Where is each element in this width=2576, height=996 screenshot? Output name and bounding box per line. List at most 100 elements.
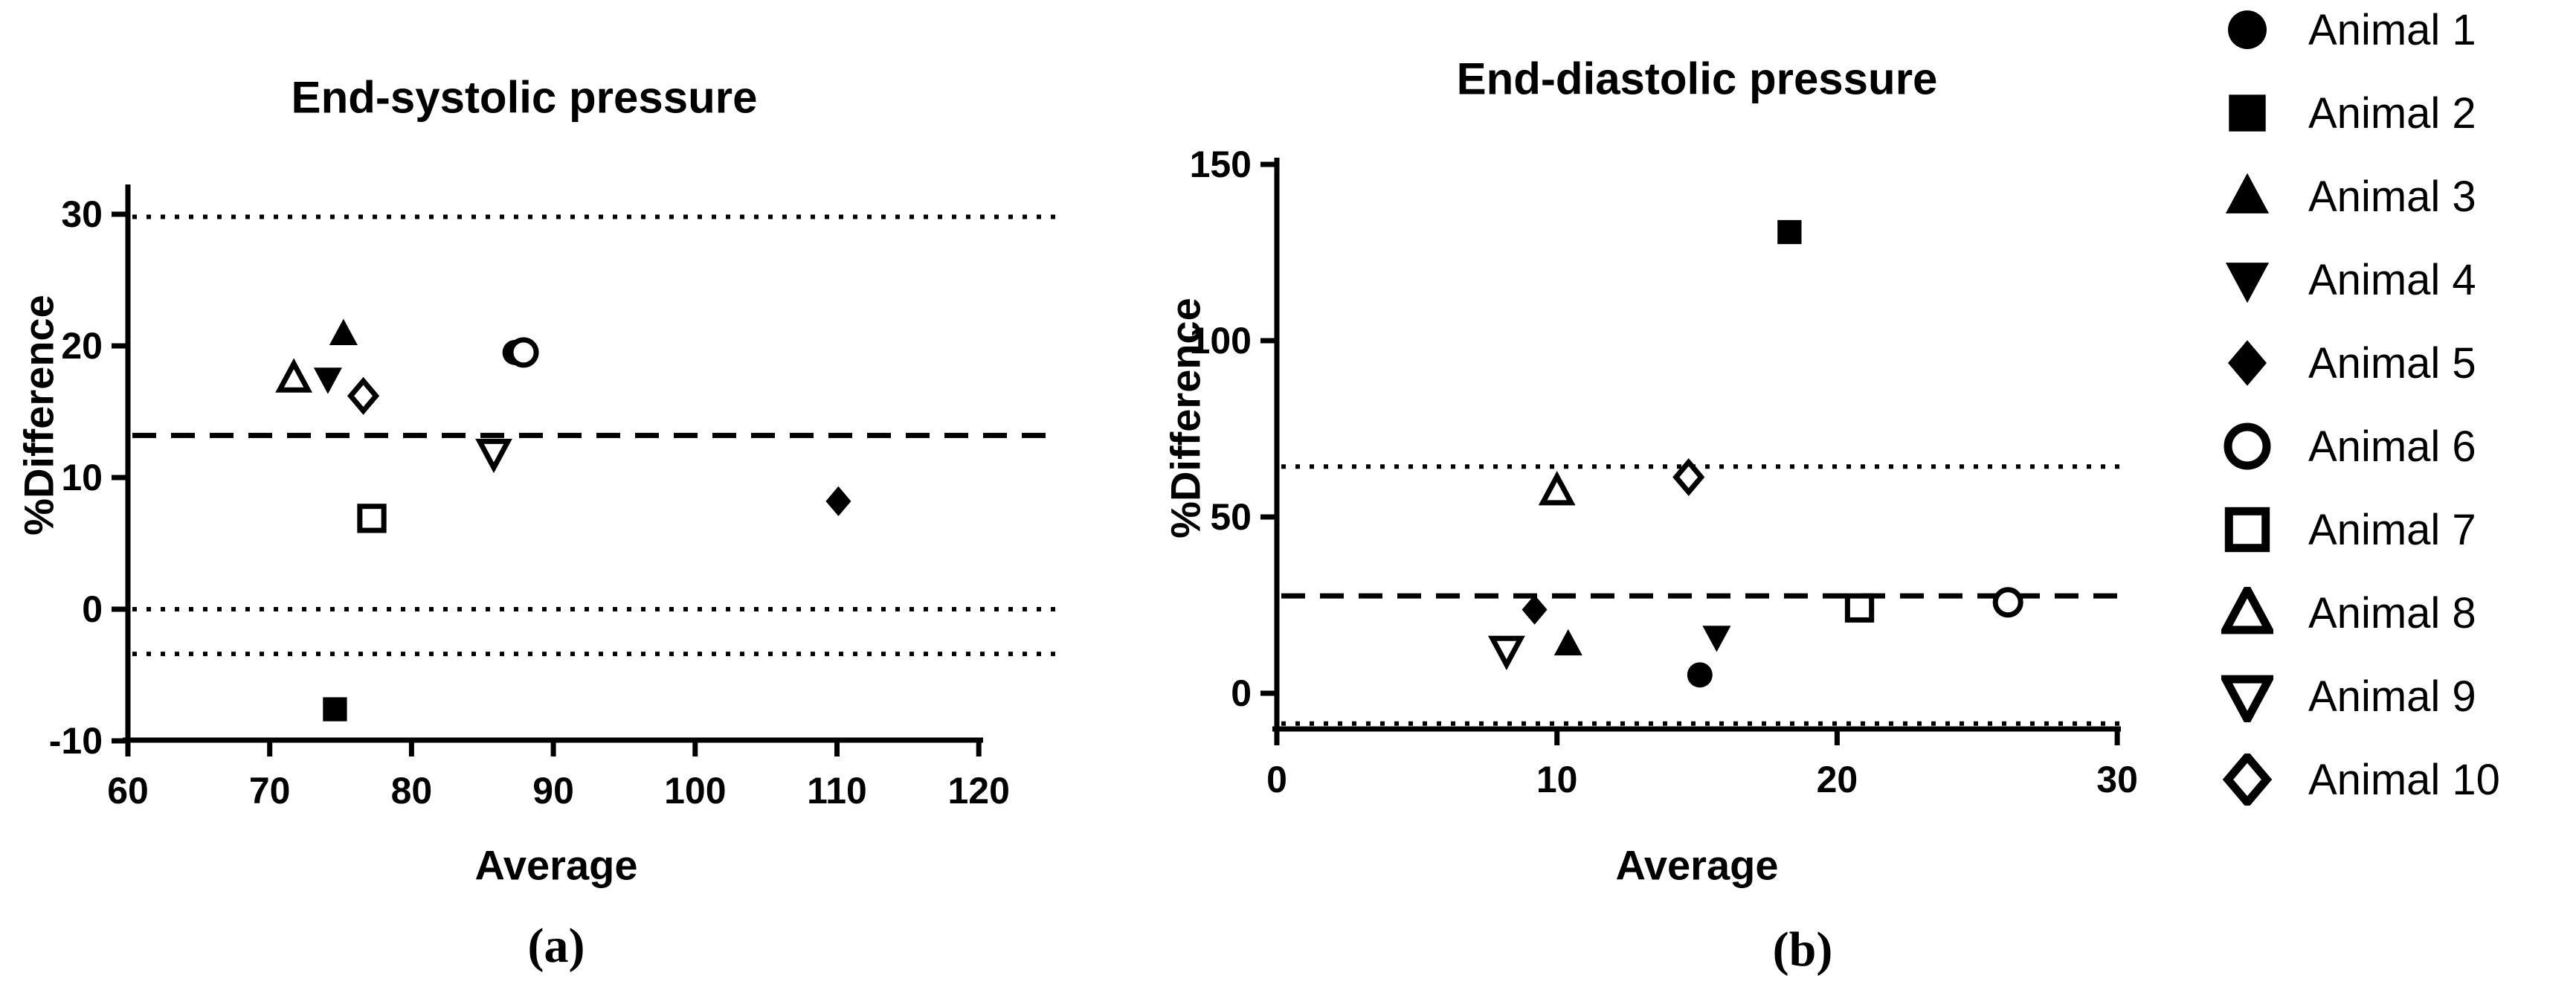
legend-marker-shape bbox=[2225, 263, 2270, 303]
legend-marker-glyph bbox=[2225, 263, 2270, 303]
data-point bbox=[1844, 593, 1875, 623]
legend-marker-shape bbox=[2221, 675, 2273, 722]
data-point bbox=[825, 486, 851, 516]
caption-b: (b) bbox=[1772, 922, 1833, 977]
legend-item: Animal 8 bbox=[2203, 571, 2575, 655]
triangle-filled-icon bbox=[2203, 170, 2292, 222]
legend-item: Animal 3 bbox=[2203, 155, 2575, 238]
legend-item: Animal 2 bbox=[2203, 71, 2575, 155]
legend-item: Animal 1 bbox=[2203, 0, 2575, 71]
data-point bbox=[1687, 662, 1713, 688]
data-point bbox=[313, 367, 342, 394]
data-point bbox=[323, 697, 347, 722]
data-point bbox=[1553, 629, 1582, 656]
data-point bbox=[1538, 471, 1576, 506]
y-tick-label: 10 bbox=[61, 457, 103, 498]
legend-marker-glyph bbox=[2228, 340, 2267, 386]
chart-a-title: End-systolic pressure bbox=[291, 72, 758, 123]
diamond-open-icon bbox=[2203, 754, 2292, 806]
legend-marker-glyph bbox=[2224, 423, 2271, 470]
y-tick-label: 100 bbox=[1190, 320, 1252, 362]
legend-marker-glyph bbox=[2225, 173, 2270, 213]
data-point bbox=[475, 438, 512, 474]
x-tick-label: 30 bbox=[2096, 759, 2138, 800]
chart-a-xlabel: Average bbox=[474, 841, 638, 889]
legend-marker-shape bbox=[2221, 587, 2273, 634]
chart-a-ylabel: %Difference bbox=[15, 295, 62, 536]
data-point bbox=[347, 376, 380, 415]
legend-marker-shape bbox=[2229, 94, 2266, 132]
legend: Animal 1 Animal 2 Animal 3 Animal 4 Animal 5… bbox=[2203, 0, 2575, 821]
circle-filled-icon bbox=[2203, 4, 2292, 56]
legend-item-label: Animal 7 bbox=[2308, 505, 2476, 554]
y-tick-label: 150 bbox=[1190, 144, 1252, 185]
x-tick-label: 10 bbox=[1536, 759, 1578, 800]
x-tick-label: 90 bbox=[532, 770, 574, 812]
plot-area-b: 150 100 50 0 0 10 20 30 bbox=[1190, 144, 2138, 800]
data-point bbox=[357, 504, 387, 533]
data-point bbox=[1702, 626, 1731, 652]
y-tick-label: 50 bbox=[1210, 496, 1252, 538]
legend-marker-glyph bbox=[2229, 94, 2266, 132]
data-point bbox=[275, 358, 313, 393]
legend-item-label: Animal 10 bbox=[2308, 755, 2500, 804]
legend-item: Animal 9 bbox=[2203, 655, 2575, 738]
legend-item-label: Animal 2 bbox=[2308, 89, 2476, 138]
square-open-icon bbox=[2203, 504, 2292, 556]
triangle-open-icon bbox=[2203, 587, 2292, 639]
x-tick-label: 80 bbox=[391, 770, 433, 812]
chart-b-title: End-diastolic pressure bbox=[1456, 54, 1938, 104]
legend-item-label: Animal 4 bbox=[2308, 255, 2476, 304]
legend-item-label: Animal 3 bbox=[2308, 172, 2476, 221]
y-tick-label: 0 bbox=[1231, 672, 1252, 714]
legend-item-label: Animal 5 bbox=[2308, 338, 2476, 388]
legend-item-label: Animal 1 bbox=[2308, 5, 2476, 54]
data-point bbox=[1672, 457, 1705, 496]
x-tick-label: 120 bbox=[947, 770, 1009, 812]
chart-b-ylabel: %Difference bbox=[1162, 298, 1209, 539]
chart-b-xlabel: Average bbox=[1615, 841, 1779, 889]
x-tick-label: 110 bbox=[807, 770, 867, 812]
x-tick-label: 0 bbox=[1266, 759, 1287, 800]
legend-item: Animal 10 bbox=[2203, 738, 2575, 821]
legend-marker-glyph bbox=[2224, 507, 2270, 553]
y-tick-label: 0 bbox=[82, 588, 103, 630]
diamond-filled-icon bbox=[2203, 337, 2292, 389]
x-tick-label: 70 bbox=[249, 770, 291, 812]
data-point bbox=[508, 337, 539, 368]
data-point bbox=[1487, 635, 1525, 671]
data-point bbox=[329, 318, 358, 346]
y-tick-label: -10 bbox=[49, 720, 103, 762]
legend-marker-glyph bbox=[2221, 675, 2273, 722]
data-point bbox=[1522, 594, 1548, 625]
square-filled-icon bbox=[2203, 87, 2292, 139]
x-tick-label: 100 bbox=[664, 770, 726, 812]
legend-marker-glyph bbox=[2222, 754, 2273, 806]
legend-item-label: Animal 6 bbox=[2308, 422, 2476, 471]
legend-marker-shape bbox=[2222, 754, 2273, 806]
legend-item-label: Animal 9 bbox=[2308, 672, 2476, 721]
legend-marker-shape bbox=[2225, 173, 2270, 213]
legend-item: Animal 7 bbox=[2203, 488, 2575, 571]
data-point bbox=[1777, 219, 1802, 245]
legend-item-label: Animal 8 bbox=[2308, 588, 2476, 637]
legend-marker-shape bbox=[2224, 507, 2270, 553]
y-tick-label: 20 bbox=[61, 325, 103, 367]
legend-item: Animal 4 bbox=[2203, 238, 2575, 321]
legend-marker-shape bbox=[2228, 340, 2267, 386]
legend-marker-shape bbox=[2224, 423, 2271, 470]
legend-marker-glyph bbox=[2221, 587, 2273, 634]
y-tick-label: 30 bbox=[61, 193, 103, 235]
legend-item: Animal 5 bbox=[2203, 321, 2575, 405]
x-tick-label: 60 bbox=[107, 770, 149, 812]
circle-open-icon bbox=[2203, 420, 2292, 472]
legend-marker-glyph bbox=[2228, 10, 2267, 49]
data-point bbox=[1992, 587, 2023, 618]
triangle-down-filled-icon bbox=[2203, 254, 2292, 306]
legend-item: Animal 6 bbox=[2203, 405, 2575, 488]
x-tick-label: 20 bbox=[1817, 759, 1858, 800]
caption-a: (a) bbox=[527, 919, 585, 973]
